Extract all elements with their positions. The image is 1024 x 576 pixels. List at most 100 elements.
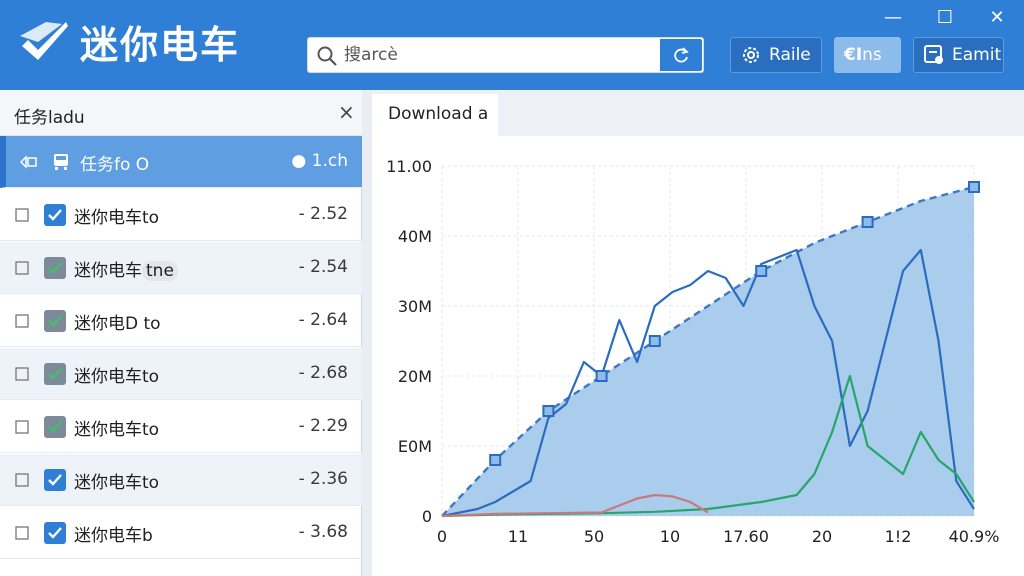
x-tick-label: 17.60 — [723, 527, 769, 546]
checkmark-icon — [48, 474, 62, 486]
x-tick-label: 40.9% — [949, 527, 1000, 546]
title-bar: 迷你电车 Raile €I ns Eamit — — [0, 0, 1024, 90]
train-icon — [54, 154, 68, 170]
refresh-icon — [674, 47, 689, 63]
task-row[interactable]: 迷你电车to - 2.36 — [0, 454, 362, 506]
data-point — [861, 216, 874, 228]
y-tick-label: 11.00 — [386, 157, 432, 176]
checkbox-icon — [15, 526, 29, 540]
checkmark-icon — [48, 315, 62, 327]
task-name: 迷你电车 tne — [74, 256, 178, 281]
logo-icon — [20, 22, 68, 60]
exit-icon — [924, 45, 943, 64]
checkmark-icon — [48, 209, 62, 221]
task-tag: tne — [142, 261, 178, 281]
task-row[interactable]: 迷你电车to - 2.68 — [0, 348, 362, 400]
checkbox-icon — [15, 261, 29, 275]
task-checkbox[interactable] — [44, 204, 66, 226]
task-name: 迷你电D to — [74, 314, 161, 334]
task-value: - 2.54 — [298, 257, 348, 277]
data-point — [755, 265, 768, 277]
task-value: - 3.68 — [298, 522, 348, 542]
series-line-blue-line — [441, 248, 975, 518]
panel-close-button[interactable]: × — [338, 100, 355, 124]
task-value: - 2.36 — [298, 469, 348, 489]
rate-label: Raile — [769, 45, 811, 65]
x-tick-label: 0 — [437, 527, 447, 546]
data-point — [968, 181, 980, 193]
gear-icon — [743, 47, 759, 63]
x-tick-label: 20 — [812, 527, 832, 546]
task-checkbox[interactable] — [44, 416, 66, 438]
y-tick-label: 20M — [398, 367, 432, 386]
task-name: 迷你电车to — [74, 420, 160, 440]
exit-label: Eamit — [952, 45, 1002, 65]
checkbox-icon — [15, 367, 29, 381]
task-name: 迷你电车to — [74, 473, 160, 493]
series-line-red-line — [441, 493, 709, 518]
area-fill — [442, 187, 974, 516]
chart-panel: Download a 0 E0M 20M 30M 40M 11.00 0 11 50 10 17.6… — [372, 90, 1024, 576]
task-checkbox[interactable] — [44, 310, 66, 332]
task-checkbox[interactable] — [44, 522, 66, 544]
minimize-button[interactable]: — — [884, 6, 902, 28]
task-value: - 2.29 — [298, 416, 348, 436]
task-row[interactable]: 迷你电车 tne - 2.54 — [0, 242, 362, 294]
search-box — [307, 37, 704, 73]
train-icon — [20, 155, 37, 169]
x-tick-label: 50 — [584, 527, 604, 546]
task-value: - 2.52 — [298, 204, 348, 224]
series-line-dashed-envelope — [441, 185, 975, 517]
refresh-button[interactable] — [659, 38, 703, 72]
task-checkbox[interactable] — [44, 257, 66, 279]
ens-icon: €I — [844, 45, 863, 65]
y-tick-label: 30M — [398, 297, 432, 316]
download-chart: 0 E0M 20M 30M 40M 11.00 0 11 50 10 17.60 20 1!2 40.9% — [386, 157, 1000, 546]
data-point — [595, 370, 608, 382]
task-name: 迷你电车b — [74, 526, 153, 546]
x-tick-label: 1!2 — [885, 527, 912, 546]
task-checkbox[interactable] — [44, 363, 66, 385]
task-row[interactable]: 迷你电车to - 2.52 — [0, 189, 362, 241]
task-name: 迷你电车to — [74, 367, 160, 387]
checkbox-icon — [15, 314, 29, 328]
panel-header: 任务ladu × — [0, 90, 362, 136]
rate-button[interactable]: Raile — [730, 37, 822, 73]
y-tick-label: 40M — [398, 227, 432, 246]
task-value: - 2.64 — [298, 310, 348, 330]
tab-strip: Download a — [372, 90, 1024, 136]
x-tick-label: 11 — [508, 527, 528, 546]
ens-label: ns — [862, 45, 882, 65]
close-window-button[interactable]: ✕ — [989, 6, 1005, 28]
maximize-button[interactable]: ☐ — [936, 6, 954, 28]
y-tick-label: 0 — [422, 507, 432, 526]
task-row[interactable]: 迷你电车b - 3.68 — [0, 507, 362, 559]
x-tick-label: 10 — [660, 527, 680, 546]
search-input[interactable] — [344, 38, 660, 72]
task-row[interactable]: 迷你电车to - 2.29 — [0, 401, 362, 453]
exit-button[interactable]: Eamit — [913, 37, 1004, 73]
y-tick-label: E0M — [398, 437, 432, 456]
checkmark-icon — [48, 421, 62, 433]
checkmark-icon — [48, 262, 62, 274]
task-name: 任务fo O — [80, 155, 150, 175]
task-panel: 任务ladu × 任务fo O ● 1.ch 迷你电车to - 2.52 迷你电车 tne… — [0, 90, 362, 576]
data-point — [648, 335, 661, 347]
checkbox-icon — [15, 473, 29, 487]
data-point — [489, 454, 502, 466]
checkmark-icon — [48, 368, 62, 380]
search-icon — [317, 46, 337, 66]
checkbox-icon — [15, 420, 29, 434]
app-title: 迷你电车 — [80, 23, 241, 67]
tab-download[interactable]: Download a — [372, 94, 498, 136]
task-value: ● 1.ch — [291, 151, 348, 171]
doc-icon — [15, 208, 29, 222]
task-checkbox[interactable] — [44, 469, 66, 491]
task-value: - 2.68 — [298, 363, 348, 383]
task-row[interactable]: 迷你电D to - 2.64 — [0, 295, 362, 347]
ens-button[interactable]: €I ns — [834, 37, 901, 73]
data-point — [542, 405, 555, 417]
task-row[interactable]: 任务fo O ● 1.ch — [0, 136, 362, 188]
panel-title: 任务ladu — [14, 108, 85, 128]
checkmark-icon — [48, 527, 62, 539]
